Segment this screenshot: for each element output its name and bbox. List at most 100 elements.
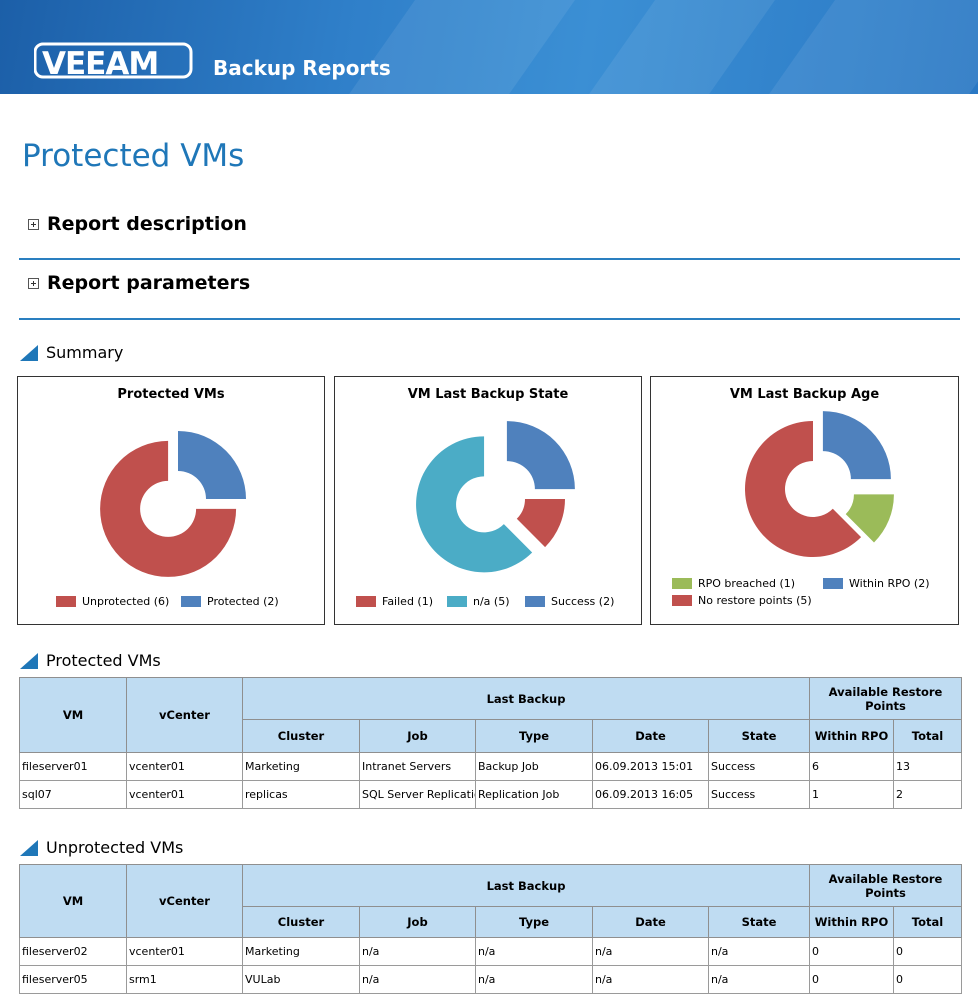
summary-label: Summary — [46, 343, 124, 362]
expand-icon[interactable] — [28, 218, 39, 230]
column-group-last-backup: Last Backup — [242, 864, 810, 907]
column-header-state: State — [708, 906, 810, 938]
chart-protected-vms: Protected VMs Unprotected (6) Protected … — [17, 376, 325, 625]
legend-swatch-blue — [823, 578, 843, 589]
pie-slice-rpo-breached — [845, 494, 894, 543]
column-header-job: Job — [359, 719, 476, 753]
cell-cluster: Marketing — [242, 752, 360, 781]
cell-total: 2 — [892, 780, 963, 809]
unprotected-vms-label: Unprotected VMs — [46, 838, 184, 857]
legend-label: No restore points (5) — [698, 594, 812, 607]
legend-label: Unprotected (6) — [82, 595, 170, 608]
svg-text:VEEAM: VEEAM — [42, 46, 158, 82]
expand-icon[interactable] — [28, 277, 39, 289]
cell-date: 06.09.2013 16:05 — [592, 780, 709, 809]
cell-vm: fileserver05 — [19, 965, 127, 994]
cell-job: n/a — [359, 937, 476, 966]
divider — [19, 258, 960, 260]
column-header-type: Type — [475, 719, 593, 753]
report-parameters-toggle[interactable]: Report parameters — [28, 272, 250, 294]
cell-cluster: VULab — [242, 965, 360, 994]
legend-swatch-blue — [525, 596, 545, 607]
column-header-date: Date — [592, 719, 709, 753]
cell-vm: fileserver01 — [19, 752, 127, 781]
divider — [19, 318, 960, 320]
cell-type: Backup Job — [475, 752, 593, 781]
table-row: fileserver02 vcenter01 Marketing n/a n/a… — [19, 937, 963, 966]
column-header-date: Date — [592, 906, 709, 938]
cell-total: 0 — [892, 965, 963, 994]
legend-label: Protected (2) — [207, 595, 279, 608]
cell-vm: fileserver02 — [19, 937, 127, 966]
cell-type: n/a — [475, 937, 593, 966]
cell-within-rpo: 6 — [809, 752, 894, 781]
legend-swatch-red — [356, 596, 376, 607]
cell-state: Success — [708, 752, 810, 781]
cell-within-rpo: 1 — [809, 780, 894, 809]
cell-cluster: replicas — [242, 780, 360, 809]
column-header-vcenter: vCenter — [126, 864, 243, 938]
table-row: fileserver05 srm1 VULab n/a n/a n/a n/a … — [19, 965, 963, 994]
legend-swatch-green — [672, 578, 692, 589]
column-group-restore-points: Available Restore Points — [808, 677, 963, 720]
summary-heading: Summary — [20, 343, 123, 362]
cell-state: Success — [708, 780, 810, 809]
column-header-cluster: Cluster — [242, 906, 360, 938]
chart-vm-last-backup-state: VM Last Backup State Failed (1) n/a (5) … — [334, 376, 642, 625]
column-group-restore-points: Available Restore Points — [808, 864, 963, 907]
legend-item-within-rpo: Within RPO (2) — [823, 577, 930, 590]
cell-state: n/a — [708, 937, 810, 966]
chart-title: VM Last Backup Age — [729, 387, 880, 402]
cell-vm: sql07 — [19, 780, 127, 809]
column-group-last-backup: Last Backup — [242, 677, 810, 720]
legend-label: Failed (1) — [382, 595, 433, 608]
section-triangle-icon — [20, 839, 38, 856]
column-header-total: Total — [892, 906, 963, 938]
legend-item-rpo-breached: RPO breached (1) — [672, 577, 795, 590]
report-parameters-label: Report parameters — [47, 272, 251, 294]
cell-total: 13 — [892, 752, 963, 781]
cell-vcenter: vcenter01 — [126, 937, 243, 966]
table-row: fileserver01 vcenter01 Marketing Intrane… — [19, 752, 963, 781]
report-description-toggle[interactable]: Report description — [28, 213, 247, 235]
legend-item-failed: Failed (1) — [356, 595, 433, 608]
legend-label: n/a (5) — [473, 595, 510, 608]
unprotected-vms-table: VM vCenter Last Backup Available Restore… — [19, 864, 963, 994]
chart-vm-last-backup-age: VM Last Backup Age RPO breached (1) With… — [650, 376, 959, 625]
cell-job: Intranet Servers — [359, 752, 476, 781]
unprotected-vms-heading: Unprotected VMs — [20, 838, 183, 857]
pie-slice-n-a — [416, 436, 533, 573]
column-header-total: Total — [892, 719, 963, 753]
legend-item-unprotected: Unprotected (6) — [56, 595, 169, 608]
column-header-state: State — [708, 719, 810, 753]
pie-slice-unprotected — [100, 440, 237, 577]
legend-label: Success (2) — [551, 595, 615, 608]
legend-label: Within RPO (2) — [849, 577, 930, 590]
legend-swatch-blue — [181, 596, 201, 607]
column-header-within-rpo: Within RPO — [809, 719, 894, 753]
cell-date: 06.09.2013 15:01 — [592, 752, 709, 781]
legend-item-na: n/a (5) — [447, 595, 510, 608]
cell-within-rpo: 0 — [809, 937, 894, 966]
legend-swatch-red — [672, 595, 692, 606]
cell-date: n/a — [592, 965, 709, 994]
cell-cluster: Marketing — [242, 937, 360, 966]
section-triangle-icon — [20, 344, 38, 361]
protected-vms-label: Protected VMs — [46, 651, 161, 670]
legend-item-no-restore-points: No restore points (5) — [672, 594, 812, 607]
cell-state: n/a — [708, 965, 810, 994]
cell-type: n/a — [475, 965, 593, 994]
column-header-vm: VM — [19, 864, 127, 938]
report-banner: VEEAM Backup Reports — [0, 0, 978, 94]
pie-slice-failed — [516, 499, 565, 548]
legend-swatch-teal — [447, 596, 467, 607]
banner-title: Backup Reports — [213, 56, 391, 80]
chart-protected-vms-plot — [100, 431, 246, 577]
column-header-cluster: Cluster — [242, 719, 360, 753]
column-header-within-rpo: Within RPO — [809, 906, 894, 938]
chart-title: Protected VMs — [117, 387, 225, 402]
column-header-vm: VM — [19, 677, 127, 753]
pie-slice-within-rpo — [822, 411, 891, 480]
protected-vms-heading: Protected VMs — [20, 651, 161, 670]
column-header-vcenter: vCenter — [126, 677, 243, 753]
